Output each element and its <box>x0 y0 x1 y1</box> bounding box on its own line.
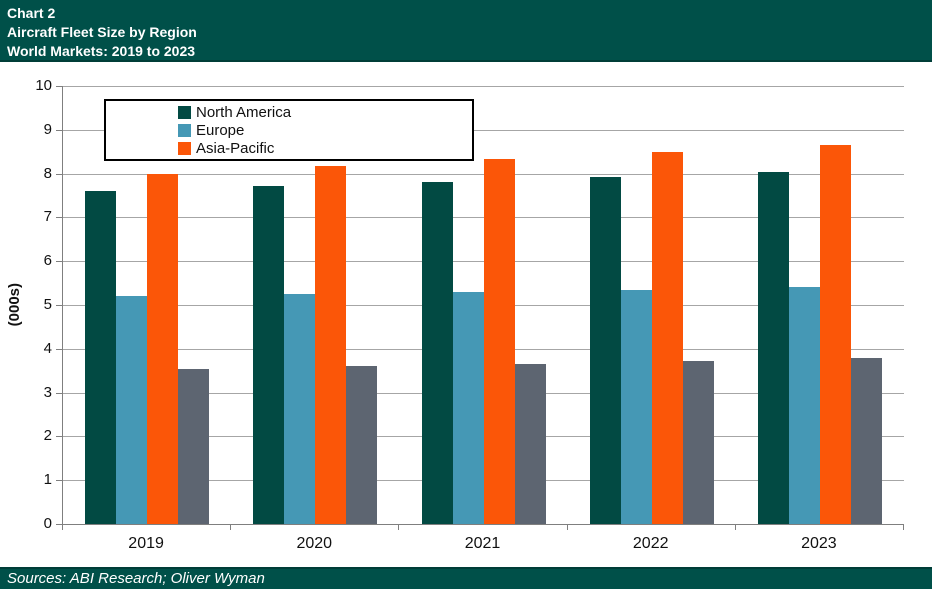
y-axis-tick-label: 10 <box>35 77 52 94</box>
legend-label: Asia-Pacific <box>196 139 275 157</box>
bar-europe <box>788 287 820 524</box>
bar-north-america <box>85 191 117 524</box>
bar-europe <box>620 289 652 524</box>
y-axis-tick-label: 7 <box>43 208 52 226</box>
y-axis-tick-mark <box>56 480 62 482</box>
legend-label: North America <box>196 103 292 121</box>
x-axis-category-label: 2020 <box>296 535 333 552</box>
x-axis-category-label: 2021 <box>464 535 501 552</box>
x-axis-category-label: 2023 <box>801 535 837 552</box>
y-axis-tick-mark <box>56 217 62 219</box>
y-axis-tick-label: 2 <box>43 427 52 445</box>
y-axis-tick-label: 1 <box>43 471 52 489</box>
x-axis-category-label: 2022 <box>632 535 669 552</box>
legend-swatch-icon <box>178 105 191 119</box>
sources-text: Sources: ABI Research; Oliver Wyman <box>7 570 265 587</box>
x-axis-tick-mark <box>903 525 904 530</box>
y-axis-tick-label: 4 <box>43 339 52 357</box>
bar-unlabeled <box>514 363 546 524</box>
bar-north-america <box>589 176 621 524</box>
bar-north-america <box>757 171 789 524</box>
plot-area <box>62 86 904 525</box>
bar-asia-pacific <box>483 159 515 524</box>
y-axis-tick-mark <box>56 86 62 87</box>
chart-header: Chart 2 Aircraft Fleet Size by Region Wo… <box>0 0 932 62</box>
bar-europe <box>116 296 148 524</box>
chart-subtitle: World Markets: 2019 to 2023 <box>7 43 196 59</box>
bar-asia-pacific <box>315 166 347 524</box>
gridline <box>63 129 904 131</box>
y-axis-tick-mark <box>56 305 62 306</box>
legend-item: Asia-Pacific <box>178 139 472 157</box>
bar-asia-pacific <box>651 151 683 524</box>
y-axis-tick-label: 9 <box>43 120 52 138</box>
y-axis-tick-label: 0 <box>43 515 52 532</box>
x-axis-tick-mark <box>734 525 736 530</box>
legend: North America Europe Asia-Pacific <box>104 99 474 161</box>
y-axis-tick-mark <box>56 436 62 438</box>
legend-swatch-icon <box>178 123 191 137</box>
legend-swatch-icon <box>178 141 191 155</box>
bar-unlabeled <box>850 357 882 524</box>
y-axis-tick-label: 8 <box>43 164 52 182</box>
legend-item: North America <box>178 103 472 121</box>
bar-north-america <box>253 185 285 524</box>
x-axis-tick-mark <box>398 525 400 530</box>
x-axis-category-label: 2019 <box>128 535 164 552</box>
y-axis-tick-label: 3 <box>43 383 52 401</box>
y-axis-tick-mark <box>56 261 62 263</box>
bar-north-america <box>421 181 453 524</box>
y-axis-tick-mark <box>56 173 62 175</box>
bar-unlabeled <box>178 369 210 524</box>
y-axis-tick-label: 5 <box>43 296 52 313</box>
legend-item: Europe <box>178 121 472 139</box>
x-axis-tick-mark <box>230 525 232 530</box>
chart-footer: Sources: ABI Research; Oliver Wyman <box>0 567 932 589</box>
y-axis-tick-mark <box>56 392 62 394</box>
bar-unlabeled <box>346 366 378 524</box>
legend-label: Europe <box>196 121 245 139</box>
bar-unlabeled <box>682 360 714 524</box>
chart-title: Aircraft Fleet Size by Region <box>7 24 197 40</box>
x-axis-tick-mark <box>566 525 568 530</box>
y-axis-tick-mark <box>56 348 62 350</box>
y-axis-tick-mark <box>56 524 62 525</box>
bar-europe <box>452 291 484 524</box>
bar-asia-pacific <box>147 173 179 524</box>
y-axis-tick-label: 6 <box>43 252 52 270</box>
chart-area: (000s) North America Europe Asia-Pacific 0… <box>0 64 932 567</box>
bar-europe <box>284 293 316 524</box>
y-axis-tick-mark <box>56 129 62 131</box>
gridline <box>63 86 904 87</box>
bar-asia-pacific <box>819 145 851 524</box>
x-axis-tick-mark <box>62 525 63 530</box>
chart-number: Chart 2 <box>7 5 56 21</box>
